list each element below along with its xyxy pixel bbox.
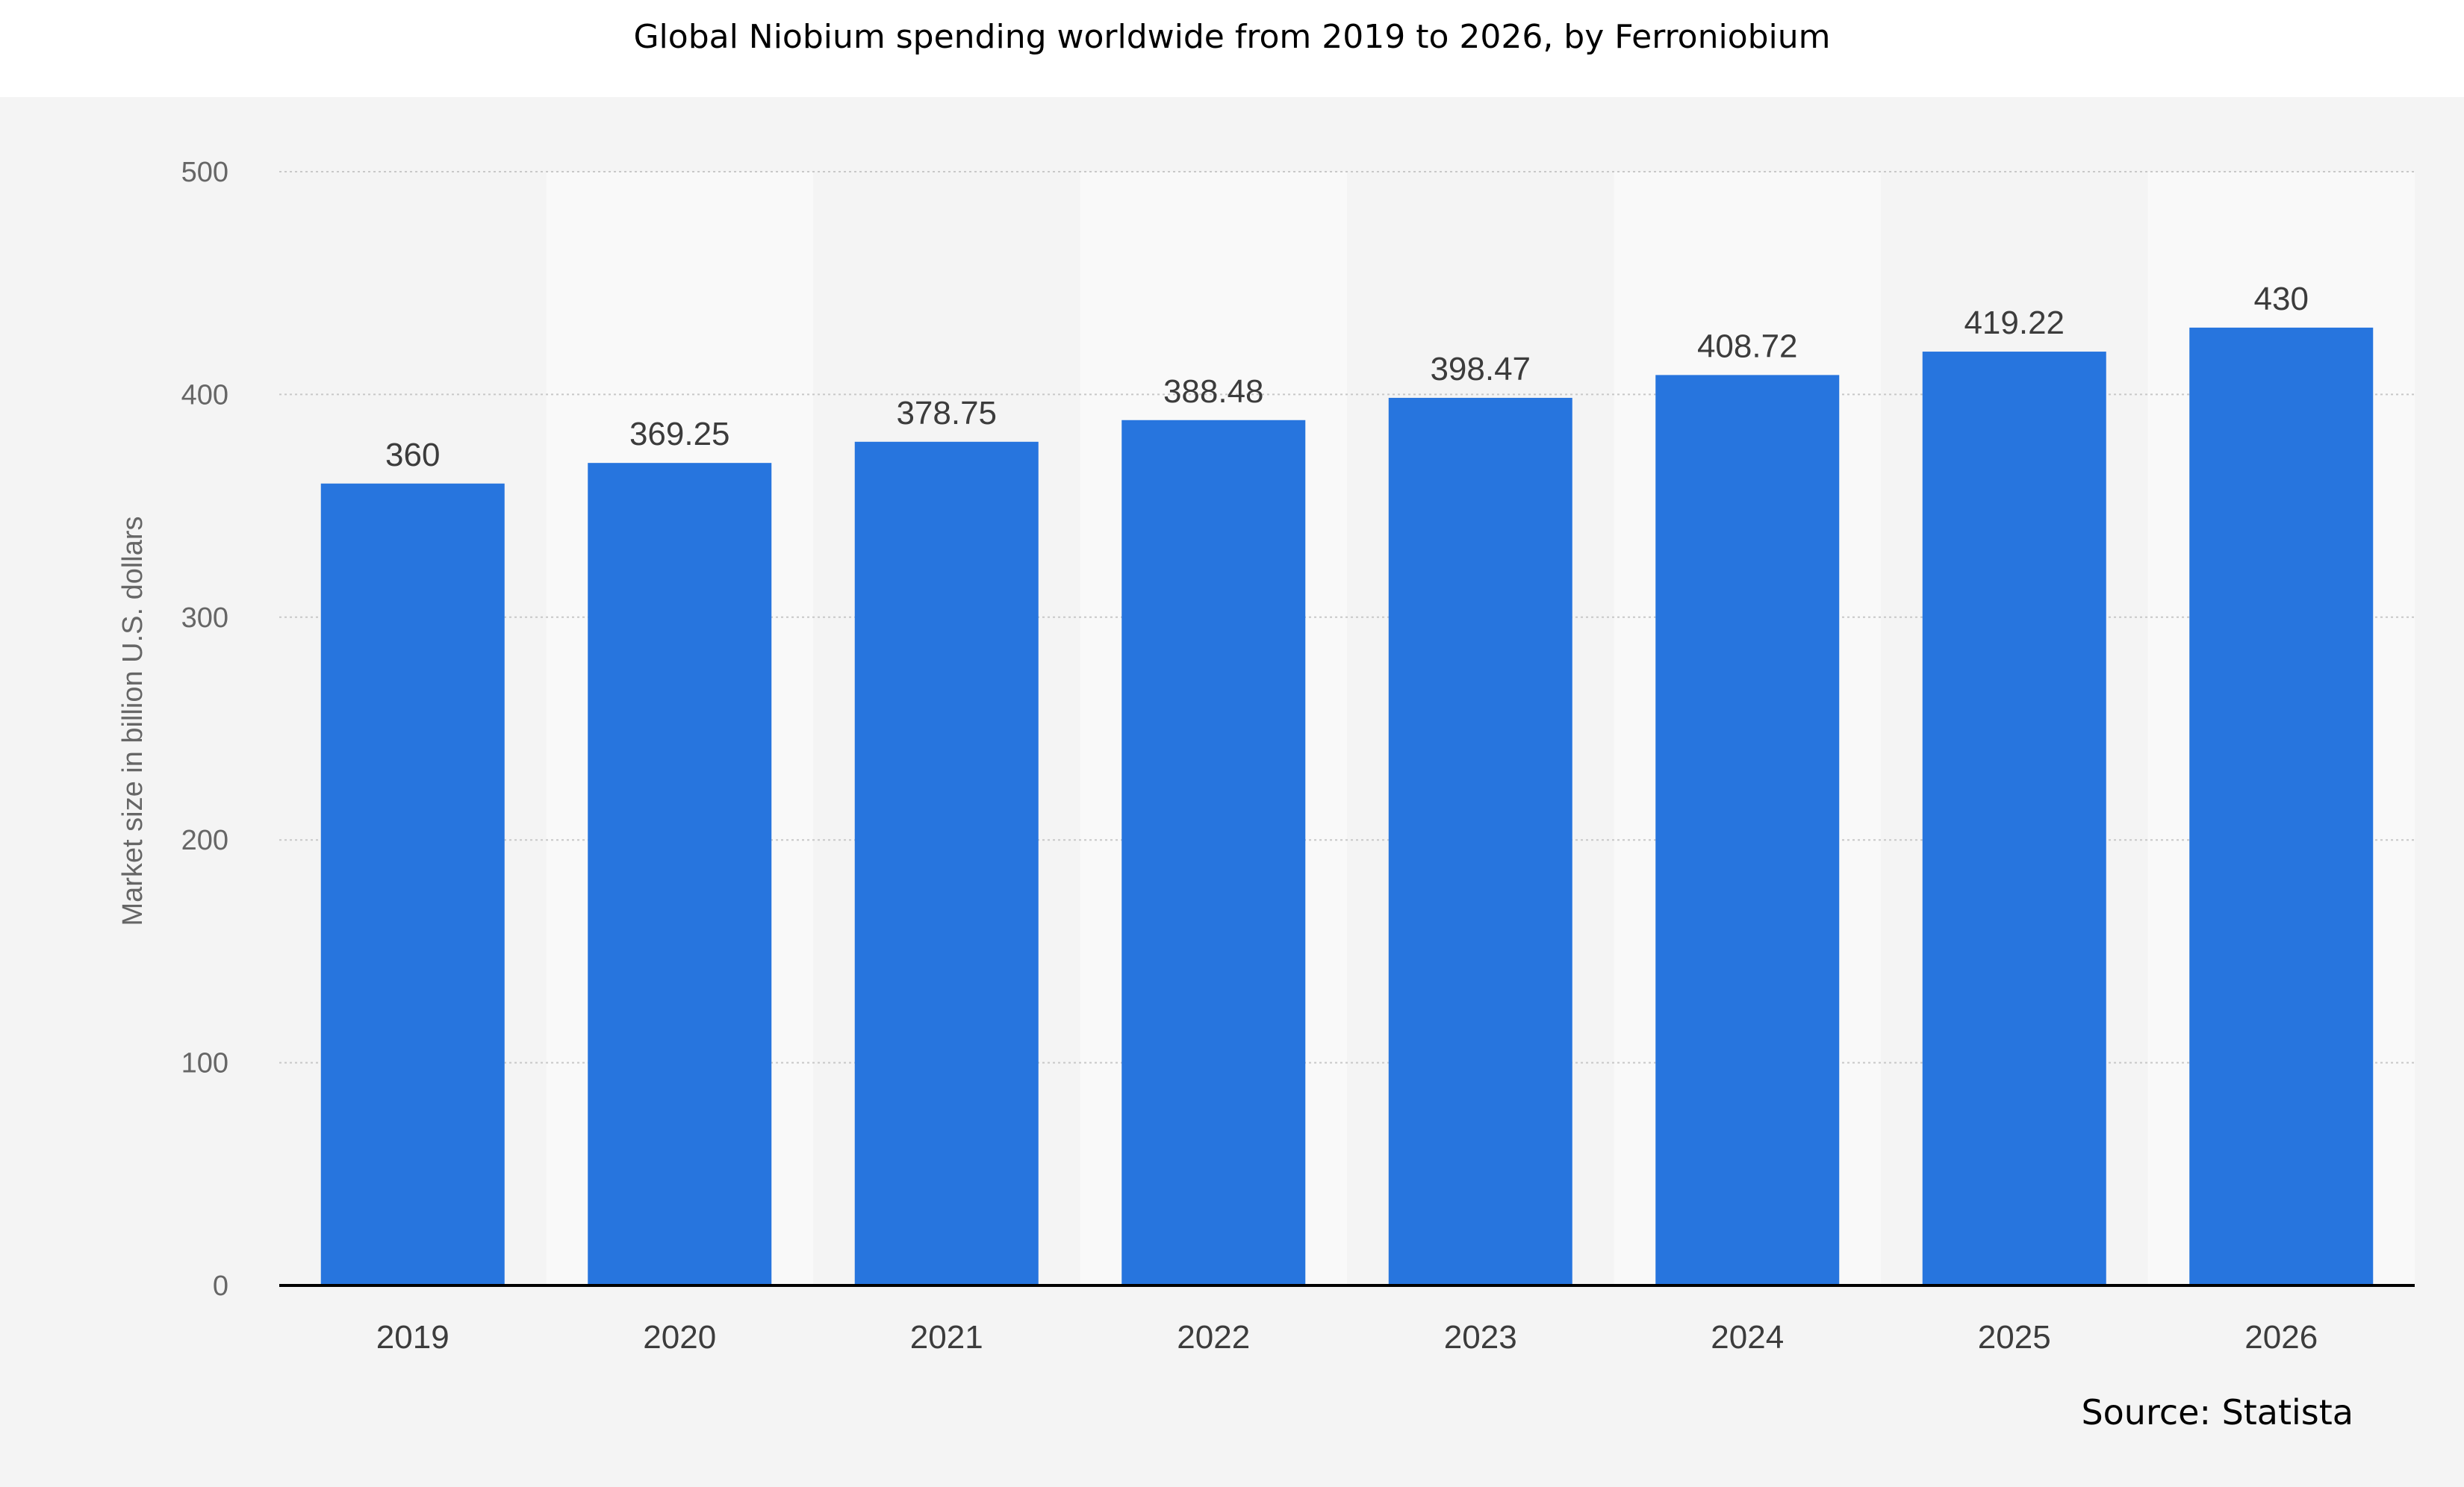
data-label: 430 bbox=[2254, 281, 2309, 317]
x-tick-label: 2024 bbox=[1711, 1319, 1784, 1356]
x-tick-label: 2025 bbox=[1978, 1319, 2051, 1356]
data-label: 408.72 bbox=[1697, 328, 1798, 364]
source-label: Source: Statista bbox=[2081, 1392, 2353, 1433]
x-tick-label: 2019 bbox=[376, 1319, 449, 1356]
bar bbox=[1388, 397, 1572, 1285]
data-label: 378.75 bbox=[896, 395, 997, 431]
x-tick-label: 2022 bbox=[1177, 1319, 1250, 1356]
x-tick-label: 2020 bbox=[643, 1319, 716, 1356]
x-tick-label: 2026 bbox=[2244, 1319, 2318, 1356]
data-label: 419.22 bbox=[1964, 305, 2065, 341]
bar bbox=[2189, 327, 2374, 1285]
data-label: 360 bbox=[385, 437, 440, 473]
y-axis-title: Market size in billion U.S. dollars bbox=[117, 516, 149, 926]
data-label: 388.48 bbox=[1163, 373, 1264, 410]
bar bbox=[588, 463, 772, 1286]
x-tick-label: 2021 bbox=[910, 1319, 983, 1356]
chart-title: Global Niobium spending worldwide from 2… bbox=[633, 18, 1831, 56]
bar bbox=[1655, 375, 1840, 1285]
y-tick-label: 400 bbox=[181, 379, 228, 411]
bar bbox=[320, 483, 505, 1285]
bar bbox=[854, 441, 1039, 1285]
y-tick-label: 500 bbox=[181, 157, 228, 188]
bar bbox=[1922, 352, 2106, 1286]
y-tick-label: 300 bbox=[181, 602, 228, 634]
y-tick-label: 200 bbox=[181, 825, 228, 856]
data-label: 369.25 bbox=[629, 416, 730, 452]
y-tick-label: 0 bbox=[213, 1271, 228, 1302]
bar bbox=[1121, 420, 1306, 1286]
x-tick-label: 2023 bbox=[1444, 1319, 1517, 1356]
y-tick-label: 100 bbox=[181, 1048, 228, 1079]
data-label: 398.47 bbox=[1430, 351, 1531, 387]
